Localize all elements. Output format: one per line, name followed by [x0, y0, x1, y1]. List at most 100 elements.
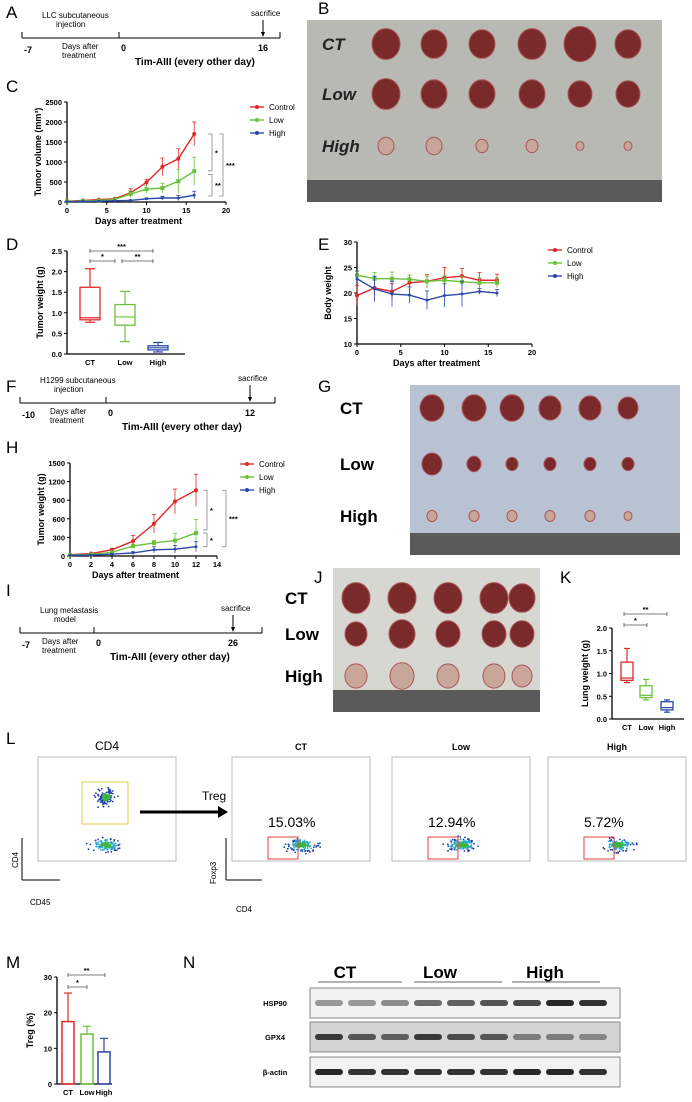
blot-band — [381, 1000, 409, 1006]
sig-bracket-control-low-label: * — [215, 148, 218, 157]
x-tick-label: High — [96, 1088, 113, 1097]
x-tick-label: CT — [63, 1088, 73, 1097]
sig-bracket-control-low — [203, 490, 207, 530]
data-point-control — [194, 488, 198, 492]
flow-event — [303, 845, 305, 847]
x-tick-label: 4 — [110, 560, 115, 569]
bar-ct — [62, 1022, 74, 1084]
tumor — [469, 80, 495, 109]
timeline-zero: 0 — [121, 43, 126, 53]
y-axis-label: Tumor weight (g) — [36, 473, 46, 545]
flow-event — [107, 848, 109, 850]
blot-band — [315, 1034, 343, 1040]
flow-event — [307, 850, 309, 852]
legend-label-high: High — [269, 129, 285, 138]
ruler — [307, 180, 662, 202]
flow-event — [99, 790, 101, 792]
treatment-label: Tim-AIII (every other day) — [110, 652, 230, 663]
data-point-high — [69, 554, 72, 557]
flow-event — [473, 848, 475, 850]
flow-event — [306, 845, 308, 847]
flow-event — [463, 850, 465, 852]
gate-title: CD4 — [95, 739, 119, 753]
data-point-high — [496, 292, 499, 295]
tumor — [467, 456, 481, 471]
y-tick-label: 1200 — [48, 478, 65, 487]
panel-label-l: L — [6, 729, 15, 748]
data-point-low — [152, 541, 156, 545]
tumor — [506, 457, 518, 470]
flow-event — [97, 789, 99, 791]
data-point-high — [161, 197, 164, 200]
x-tick-label: 8 — [152, 560, 156, 569]
flow-event — [95, 846, 97, 848]
flow-event — [460, 839, 462, 841]
flow-event — [602, 847, 604, 849]
tumor — [585, 511, 595, 522]
flow-event — [119, 844, 121, 846]
panel-label-k: K — [560, 568, 572, 587]
flow-event — [628, 842, 630, 844]
x-tick-label: 5 — [399, 348, 403, 357]
tumor — [427, 511, 437, 522]
flow-event — [98, 841, 100, 843]
tumor — [624, 142, 632, 151]
tumor — [421, 80, 447, 109]
flow-event — [636, 842, 638, 844]
flow-event — [610, 843, 612, 845]
flow-event — [293, 846, 295, 848]
blot-band — [348, 1069, 376, 1075]
legend-label-low: Low — [567, 259, 582, 268]
blot-band — [447, 1034, 475, 1040]
y-tick-label: 1.0 — [52, 309, 62, 318]
flow-event — [102, 792, 104, 794]
flow-event — [609, 846, 611, 848]
flow-event — [97, 838, 99, 840]
arrow-head-icon — [231, 627, 235, 632]
box-high — [661, 702, 673, 710]
flow-event — [301, 850, 303, 852]
y-tick-label: 1000 — [45, 158, 62, 167]
blot-band — [447, 1069, 475, 1075]
flow-event — [615, 849, 617, 851]
injection-label-2: injection — [54, 385, 83, 394]
data-point-high — [111, 553, 114, 556]
blot-group-high: High — [526, 963, 564, 982]
flow-event — [285, 843, 287, 845]
flow-event — [319, 846, 321, 848]
y-tick-label: 2.0 — [597, 624, 607, 633]
flow-event — [447, 845, 449, 847]
tumor — [519, 80, 545, 109]
flow-event — [609, 837, 611, 839]
flow-event — [461, 844, 463, 846]
panel-label-m: M — [6, 953, 20, 972]
flow-event — [110, 791, 112, 793]
flow-x-label: CD45 — [30, 898, 51, 907]
data-point-low — [160, 186, 164, 190]
tumor — [480, 583, 508, 614]
y-tick-label: 2.5 — [52, 247, 62, 256]
tumor — [434, 583, 462, 614]
x-tick-label: 10 — [440, 348, 448, 357]
flow-event — [95, 840, 97, 842]
flow-event — [471, 841, 473, 843]
flow-event — [310, 847, 312, 849]
panel-label-j: J — [314, 568, 323, 587]
percent-low: 12.94% — [428, 814, 475, 830]
tumor — [510, 621, 534, 647]
flow-event — [468, 841, 470, 843]
flow-event — [294, 839, 296, 841]
flow-event — [101, 799, 103, 801]
flow-event — [447, 850, 449, 852]
panel-label-e: E — [318, 235, 329, 254]
data-point-control — [176, 157, 180, 161]
flow-event — [113, 844, 115, 846]
y-axis-label: Body weight — [323, 266, 333, 320]
blot-group-low: Low — [423, 963, 458, 982]
blot-label-β-actin: β-actin — [263, 1068, 288, 1077]
flow-event — [112, 790, 114, 792]
data-point-high — [132, 551, 135, 554]
flow-event — [108, 793, 110, 795]
flow-event — [98, 795, 100, 797]
legend-marker — [255, 118, 259, 122]
